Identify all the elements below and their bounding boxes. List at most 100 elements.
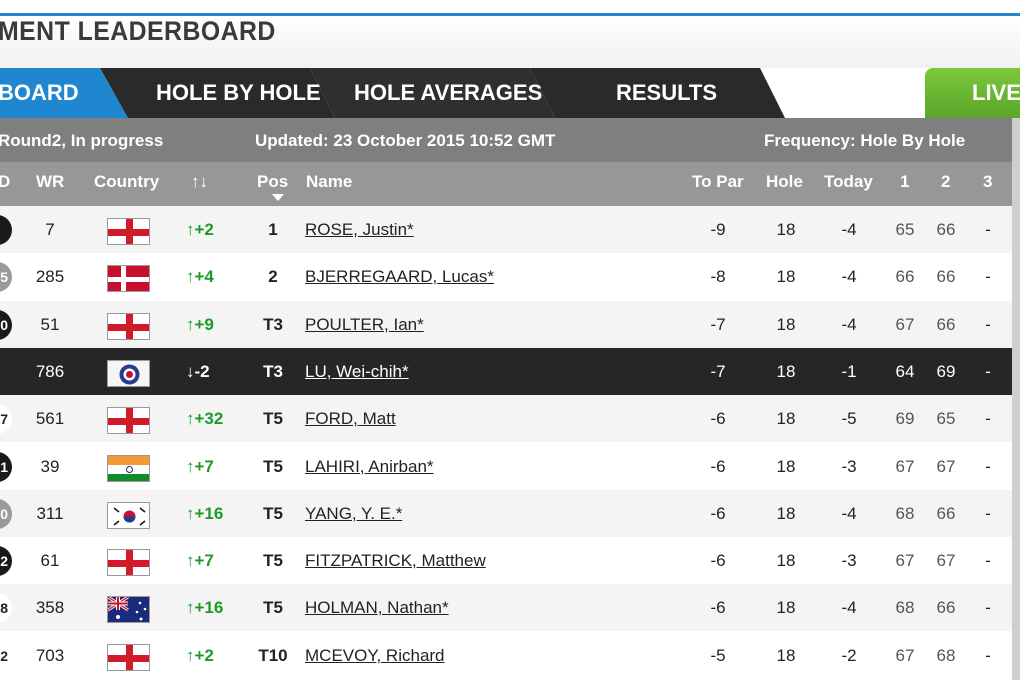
- round-3-score: -: [985, 645, 991, 665]
- world-rank: 61: [40, 551, 60, 571]
- table-row[interactable]: 5 285 ↑+4 2 BJERREGAARD, Lucas* -8 18 -4…: [0, 253, 1020, 301]
- to-par: -8: [710, 267, 726, 287]
- country-flag-icon: [107, 643, 150, 671]
- col-movement[interactable]: ↑↓: [191, 172, 208, 191]
- col-round-2[interactable]: 2: [941, 172, 951, 191]
- position: T5: [263, 551, 283, 571]
- scrollbar-track[interactable]: [1012, 118, 1020, 680]
- today-score: -3: [841, 456, 857, 476]
- player-name-link[interactable]: MCEVOY, Richard: [305, 645, 445, 665]
- country-flag-icon: [107, 501, 150, 529]
- today-score: -4: [841, 314, 857, 334]
- table-row[interactable]: 8 358 ↑+16 T5 HOLMAN, Nathan* -6 18 -4 6…: [0, 584, 1020, 632]
- world-rank: 7: [45, 220, 55, 239]
- round-3-score: -: [985, 220, 991, 239]
- round-2-score: 66: [936, 503, 956, 523]
- position-change-badge: 2: [0, 640, 12, 671]
- sort-down-icon: [272, 194, 284, 201]
- player-name-link[interactable]: LU, Wei-chih*: [305, 361, 409, 381]
- tab-results[interactable]: RESULTS: [616, 80, 718, 105]
- player-name-link[interactable]: HOLMAN, Nathan*: [305, 598, 449, 618]
- position: T3: [263, 314, 283, 334]
- movement: ↑+16: [186, 598, 224, 618]
- position-change-badge: 2: [0, 546, 12, 577]
- country-flag-icon: [107, 359, 150, 387]
- to-par: -6: [710, 456, 726, 476]
- col-name[interactable]: Name: [306, 172, 353, 191]
- tab-bg-results: [530, 68, 785, 118]
- round-1-score: 64: [895, 361, 915, 381]
- table-row[interactable]: 786 ↓-2 T3 LU, Wei-chih* -7 18 -1 64 69 …: [0, 347, 1020, 395]
- table-row[interactable]: 2 61 ↑+7 T5 FITZPATRICK, Matthew -6 18 -…: [0, 537, 1020, 585]
- movement: ↑+16: [186, 503, 224, 523]
- today-score: -4: [841, 220, 857, 239]
- round-3-score: -: [985, 409, 991, 429]
- player-name-link[interactable]: FORD, Matt: [305, 409, 396, 429]
- round-2-score: 66: [936, 220, 956, 239]
- table-row[interactable]: 1 39 ↑+7 T5 LAHIRI, Anirban* -6 18 -3 67…: [0, 442, 1020, 490]
- country-flag-icon: [107, 265, 150, 293]
- position-change-badge: 1: [0, 451, 12, 482]
- to-par: -6: [710, 503, 726, 523]
- to-par: -6: [710, 551, 726, 571]
- world-rank: 51: [40, 314, 60, 334]
- page-title: MENT LEADERBOARD: [0, 16, 276, 46]
- tab-hole-averages[interactable]: HOLE AVERAGES: [354, 80, 543, 105]
- tab-leaderboard[interactable]: BOARD: [0, 80, 79, 105]
- movement: ↑+32: [186, 409, 224, 429]
- col-round-1[interactable]: 1: [900, 172, 910, 191]
- tab-hole-by-hole[interactable]: HOLE BY HOLE: [156, 80, 321, 105]
- position-change-badge: 0: [0, 498, 12, 529]
- col-pos[interactable]: Pos: [257, 172, 289, 191]
- country-flag-icon: [107, 218, 150, 245]
- player-name-link[interactable]: ROSE, Justin*: [305, 220, 414, 239]
- world-rank: 703: [35, 645, 65, 665]
- to-par: -9: [710, 220, 726, 239]
- round-2-score: 67: [936, 551, 956, 571]
- player-name-link[interactable]: FITZPATRICK, Matthew: [305, 551, 486, 571]
- col-today[interactable]: Today: [824, 172, 873, 191]
- tab-live[interactable]: [925, 68, 1020, 118]
- player-name-link[interactable]: BJERREGAARD, Lucas*: [305, 267, 494, 287]
- table-row[interactable]: 0 51 ↑+9 T3 POULTER, Ian* -7 18 -4 67 66…: [0, 300, 1020, 348]
- title-band: [0, 16, 1020, 68]
- position: 2: [268, 267, 278, 287]
- table-row[interactable]: 7 561 ↑+32 T5 FORD, Matt -6 18 -5 69 65 …: [0, 395, 1020, 443]
- position: T5: [263, 456, 283, 476]
- world-rank: 285: [35, 267, 65, 287]
- to-par: -6: [710, 598, 726, 618]
- tab-live-label[interactable]: LIVE: [972, 80, 1020, 105]
- position: T10: [258, 645, 288, 665]
- movement: ↑+9: [186, 314, 214, 334]
- position: T5: [263, 598, 283, 618]
- player-name-link[interactable]: LAHIRI, Anirban*: [305, 456, 434, 476]
- tab-shapes: [0, 68, 785, 118]
- round-1-score: 68: [895, 598, 915, 618]
- world-rank: 786: [35, 361, 65, 381]
- player-name-link[interactable]: YANG, Y. E.*: [305, 503, 403, 523]
- country-flag-icon: [107, 407, 150, 435]
- round-1-score: 69: [895, 409, 915, 429]
- table-row[interactable]: 7 ↑+2 1 ROSE, Justin* -9 18 -4 65 66 -: [0, 206, 1020, 253]
- col-hole[interactable]: Hole: [766, 172, 803, 191]
- position-change-badge: 5: [0, 262, 12, 293]
- world-rank: 39: [40, 456, 60, 476]
- today-score: -5: [841, 409, 857, 429]
- table-row[interactable]: 0 311 ↑+16 T5 YANG, Y. E.* -6 18 -4 68 6…: [0, 489, 1020, 537]
- col-wr[interactable]: WR: [36, 172, 65, 191]
- round-3-score: -: [985, 551, 991, 571]
- col-d[interactable]: D: [0, 172, 11, 191]
- movement: ↑+4: [186, 267, 214, 287]
- col-round-3[interactable]: 3: [983, 172, 993, 191]
- round-1-score: 65: [895, 220, 915, 239]
- player-name-link[interactable]: POULTER, Ian*: [305, 314, 424, 334]
- col-country[interactable]: Country: [94, 172, 160, 191]
- round-3-score: -: [985, 598, 991, 618]
- round-1-score: 68: [895, 503, 915, 523]
- today-score: -4: [841, 503, 857, 523]
- today-score: -4: [841, 267, 857, 287]
- to-par: -7: [710, 314, 726, 334]
- col-to-par[interactable]: To Par: [692, 172, 744, 191]
- table-row[interactable]: 2 703 ↑+2 T10 MCEVOY, Richard -5 18 -2 6…: [0, 631, 1020, 679]
- today-score: -2: [841, 645, 857, 665]
